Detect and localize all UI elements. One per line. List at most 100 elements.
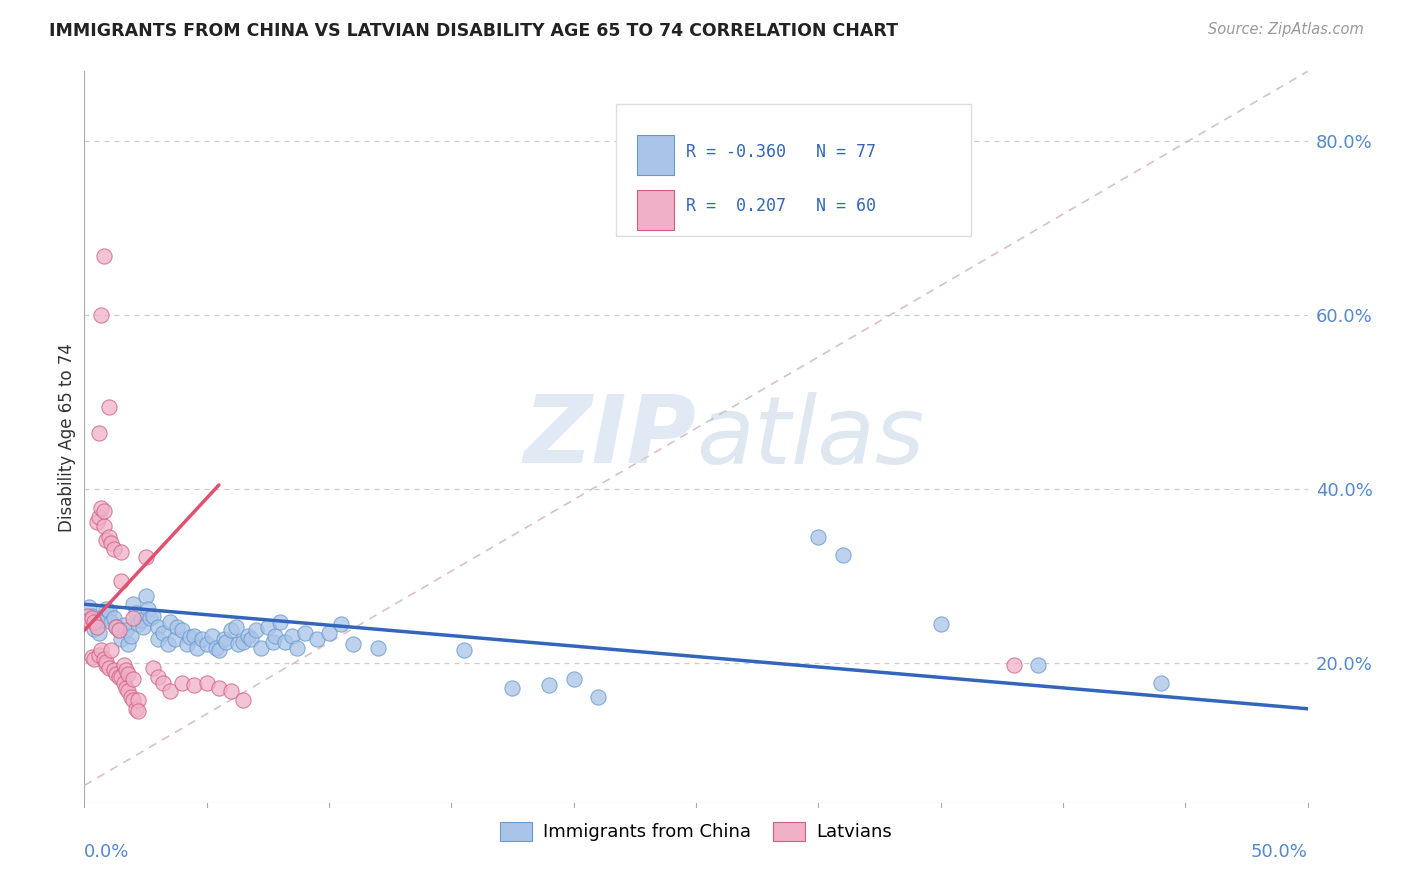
Point <box>107 669 129 683</box>
Point <box>83 652 105 666</box>
Point <box>186 640 208 655</box>
Point <box>136 602 159 616</box>
Point <box>100 643 122 657</box>
Point <box>115 624 138 638</box>
Point <box>205 640 228 655</box>
Point <box>305 632 328 646</box>
Point <box>83 615 105 629</box>
Point <box>212 632 235 646</box>
Point <box>132 620 155 634</box>
Point <box>208 643 231 657</box>
Point <box>342 637 364 651</box>
Point <box>110 545 132 559</box>
Text: atlas: atlas <box>696 392 924 483</box>
Point <box>80 608 103 623</box>
Point <box>142 608 165 623</box>
Point <box>129 613 152 627</box>
Point <box>232 693 254 707</box>
Point <box>122 597 145 611</box>
Point <box>262 634 284 648</box>
Point <box>107 624 129 638</box>
Point <box>159 684 181 698</box>
Point <box>80 611 103 625</box>
Point <box>586 690 609 704</box>
Point <box>105 620 128 634</box>
Legend: Immigrants from China, Latvians: Immigrants from China, Latvians <box>492 814 900 848</box>
Point <box>318 626 340 640</box>
Point <box>93 652 115 666</box>
Point <box>115 664 138 678</box>
Point <box>117 667 139 681</box>
Point <box>96 655 118 669</box>
Point <box>105 620 128 634</box>
Point <box>139 611 162 625</box>
Point <box>115 681 138 695</box>
Point <box>90 643 112 657</box>
Point <box>163 632 186 646</box>
Text: 50.0%: 50.0% <box>1251 843 1308 861</box>
Point <box>93 504 115 518</box>
Point <box>249 640 271 655</box>
Point <box>76 608 98 623</box>
Point <box>166 620 188 634</box>
Point <box>245 624 267 638</box>
Point <box>219 684 242 698</box>
Point <box>208 681 231 695</box>
Point <box>127 617 149 632</box>
Point <box>122 611 145 625</box>
Point <box>120 629 142 643</box>
Point <box>146 669 169 683</box>
Point <box>86 620 108 634</box>
Point <box>195 637 218 651</box>
FancyBboxPatch shape <box>637 190 673 230</box>
Point <box>152 675 174 690</box>
Point <box>807 530 830 544</box>
Point <box>97 400 120 414</box>
Point <box>87 425 110 440</box>
Point <box>87 510 110 524</box>
Point <box>232 634 254 648</box>
Point <box>125 702 148 716</box>
Point <box>159 615 181 629</box>
Point <box>269 615 291 629</box>
Point <box>179 631 201 645</box>
Point <box>225 620 247 634</box>
Point <box>97 661 120 675</box>
Point <box>228 637 250 651</box>
Point <box>120 690 142 704</box>
FancyBboxPatch shape <box>616 104 972 235</box>
Point <box>77 613 100 627</box>
Point <box>195 675 218 690</box>
Point <box>453 643 475 657</box>
Point <box>1002 658 1025 673</box>
Point <box>93 519 115 533</box>
Point <box>87 626 110 640</box>
Point <box>146 620 169 634</box>
Point <box>156 637 179 651</box>
Point <box>107 624 129 638</box>
Point <box>93 249 115 263</box>
Point <box>103 664 125 678</box>
Point <box>146 632 169 646</box>
Point <box>110 669 132 683</box>
Point <box>97 530 120 544</box>
Point <box>112 658 135 673</box>
Point <box>80 649 103 664</box>
Point <box>176 637 198 651</box>
Point <box>239 632 262 646</box>
Point <box>117 637 139 651</box>
Point <box>257 620 280 634</box>
Point <box>100 536 122 550</box>
Point <box>125 606 148 620</box>
Point <box>90 613 112 627</box>
Point <box>152 626 174 640</box>
Point <box>330 617 353 632</box>
Text: ZIP: ZIP <box>523 391 696 483</box>
Point <box>1150 675 1173 690</box>
Point <box>103 541 125 556</box>
Point <box>285 640 308 655</box>
Point <box>96 602 118 616</box>
Point <box>112 618 135 632</box>
Point <box>105 667 128 681</box>
Point <box>183 629 205 643</box>
